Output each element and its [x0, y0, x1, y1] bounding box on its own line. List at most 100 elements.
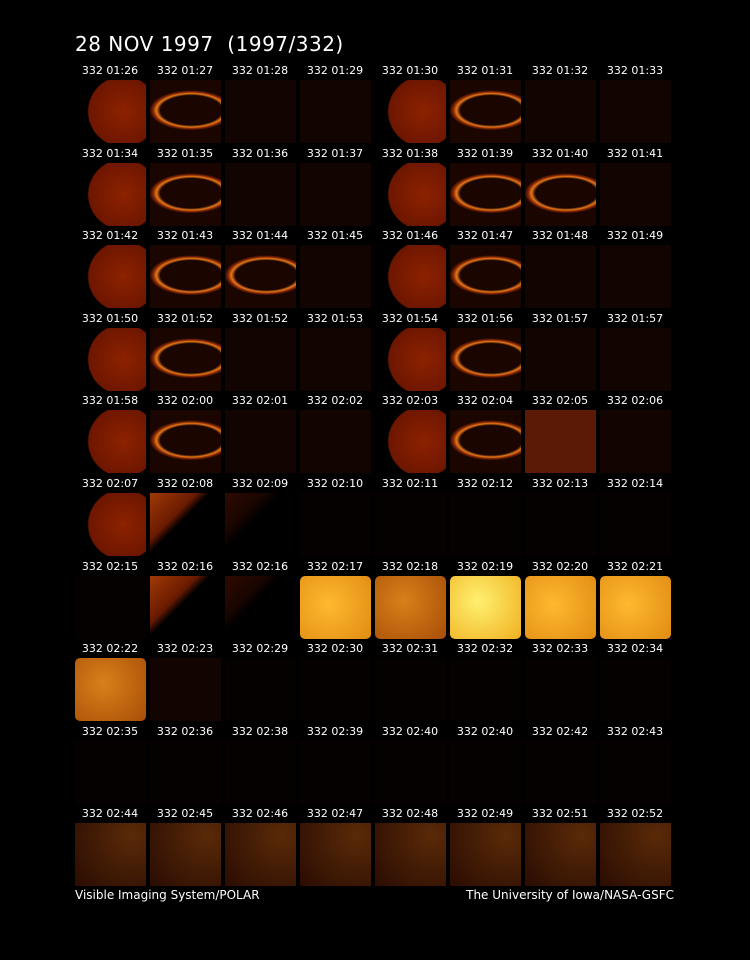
frame-image — [600, 410, 671, 474]
frame-image — [600, 162, 671, 226]
frame-image — [375, 823, 446, 887]
frame-image — [375, 493, 446, 556]
frame-image — [525, 575, 596, 639]
frame-time: 332 02:11 — [381, 477, 439, 490]
frame-image — [450, 410, 521, 474]
frame-time: 332 02:39 — [306, 724, 364, 738]
frame-image — [600, 493, 671, 556]
frame-time: 332 02:36 — [156, 724, 214, 738]
frame-image — [300, 245, 371, 309]
frame-time: 332 01:34 — [81, 146, 139, 160]
frame-time: 332 02:32 — [456, 642, 514, 656]
frame-time: 332 01:58 — [81, 394, 139, 408]
frame-image — [300, 327, 371, 391]
frame-time: 332 01:35 — [156, 146, 214, 160]
frame-image — [375, 740, 446, 804]
frame-time: 332 01:43 — [156, 229, 214, 243]
frame-time: 332 01:44 — [231, 229, 289, 243]
frame-time: 332 01:52 — [231, 311, 289, 325]
frame-time: 332 02:49 — [456, 807, 514, 821]
frame-time: 332 01:33 — [606, 64, 664, 77]
frame-image — [75, 245, 146, 309]
frame-time: 332 01:56 — [456, 311, 514, 325]
frame-image — [225, 245, 296, 309]
frame-image — [525, 740, 596, 804]
frame-image — [150, 80, 221, 143]
frame-time: 332 02:23 — [156, 642, 214, 656]
frame-image — [225, 162, 296, 226]
frame-time: 332 02:19 — [456, 559, 514, 573]
frame-image — [150, 162, 221, 226]
frame-image — [150, 575, 221, 639]
frame-time: 332 02:30 — [306, 642, 364, 656]
frame-image — [375, 327, 446, 391]
frame-time: 332 01:46 — [381, 229, 439, 243]
frame-time: 332 02:21 — [606, 559, 664, 573]
footer-left: Visible Imaging System/POLAR — [75, 888, 260, 902]
frame-image — [300, 162, 371, 226]
frame-time: 332 01:57 — [531, 311, 589, 325]
title: 28 NOV 1997 (1997/332) — [75, 32, 344, 56]
frame-time: 332 01:36 — [231, 146, 289, 160]
frame-time: 332 01:39 — [456, 146, 514, 160]
frame-image — [525, 327, 596, 391]
frame-time: 332 02:07 — [81, 477, 139, 490]
frame-image — [600, 80, 671, 143]
frame-image — [450, 162, 521, 226]
frame-image — [150, 410, 221, 474]
frame-image — [450, 493, 521, 556]
frame-image — [150, 493, 221, 556]
frame-image — [75, 823, 146, 887]
frame-image — [375, 245, 446, 309]
frame-image — [300, 410, 371, 474]
frame-time: 332 02:12 — [456, 477, 514, 490]
frame-time: 332 02:29 — [231, 642, 289, 656]
frame-image — [600, 245, 671, 309]
frame-image — [450, 658, 521, 722]
frame-image — [225, 493, 296, 556]
frame-image — [300, 740, 371, 804]
frame-image — [75, 327, 146, 391]
frame-time: 332 02:03 — [381, 394, 439, 408]
frame-image — [525, 80, 596, 143]
frame-image — [525, 823, 596, 887]
frame-time: 332 01:29 — [306, 64, 364, 77]
frame-time: 332 02:10 — [306, 477, 364, 490]
frame-time: 332 02:51 — [531, 807, 589, 821]
frame-image — [600, 658, 671, 722]
frame-image — [225, 80, 296, 143]
frame-image — [525, 245, 596, 309]
frame-time: 332 02:00 — [156, 394, 214, 408]
frame-time: 332 02:44 — [81, 807, 139, 821]
frame-time: 332 01:28 — [231, 64, 289, 77]
frame-time: 332 02:47 — [306, 807, 364, 821]
frame-image — [375, 575, 446, 639]
frame-time: 332 02:02 — [306, 394, 364, 408]
frame-time: 332 02:34 — [606, 642, 664, 656]
frame-time: 332 02:04 — [456, 394, 514, 408]
frame-time: 332 01:45 — [306, 229, 364, 243]
frame-time: 332 01:40 — [531, 146, 589, 160]
frame-image — [225, 410, 296, 474]
frame-image — [75, 740, 146, 804]
frame-time: 332 02:52 — [606, 807, 664, 821]
frame-time: 332 01:49 — [606, 229, 664, 243]
frame-image — [75, 80, 146, 143]
frame-time: 332 02:48 — [381, 807, 439, 821]
frame-time: 332 02:05 — [531, 394, 589, 408]
frame-time: 332 01:32 — [531, 64, 589, 77]
footer-right: The University of Iowa/NASA-GSFC — [466, 888, 674, 902]
frame-time: 332 02:16 — [156, 559, 214, 573]
frame-time: 332 02:33 — [531, 642, 589, 656]
frame-image — [150, 658, 221, 722]
frame-image — [375, 410, 446, 474]
frame-time: 332 01:37 — [306, 146, 364, 160]
frame-image — [525, 493, 596, 556]
frame-time: 332 02:16 — [231, 559, 289, 573]
frame-image — [375, 162, 446, 226]
frame-time: 332 01:41 — [606, 146, 664, 160]
frame-image — [450, 80, 521, 143]
frame-time: 332 02:40 — [381, 724, 439, 738]
frame-image — [600, 823, 671, 887]
